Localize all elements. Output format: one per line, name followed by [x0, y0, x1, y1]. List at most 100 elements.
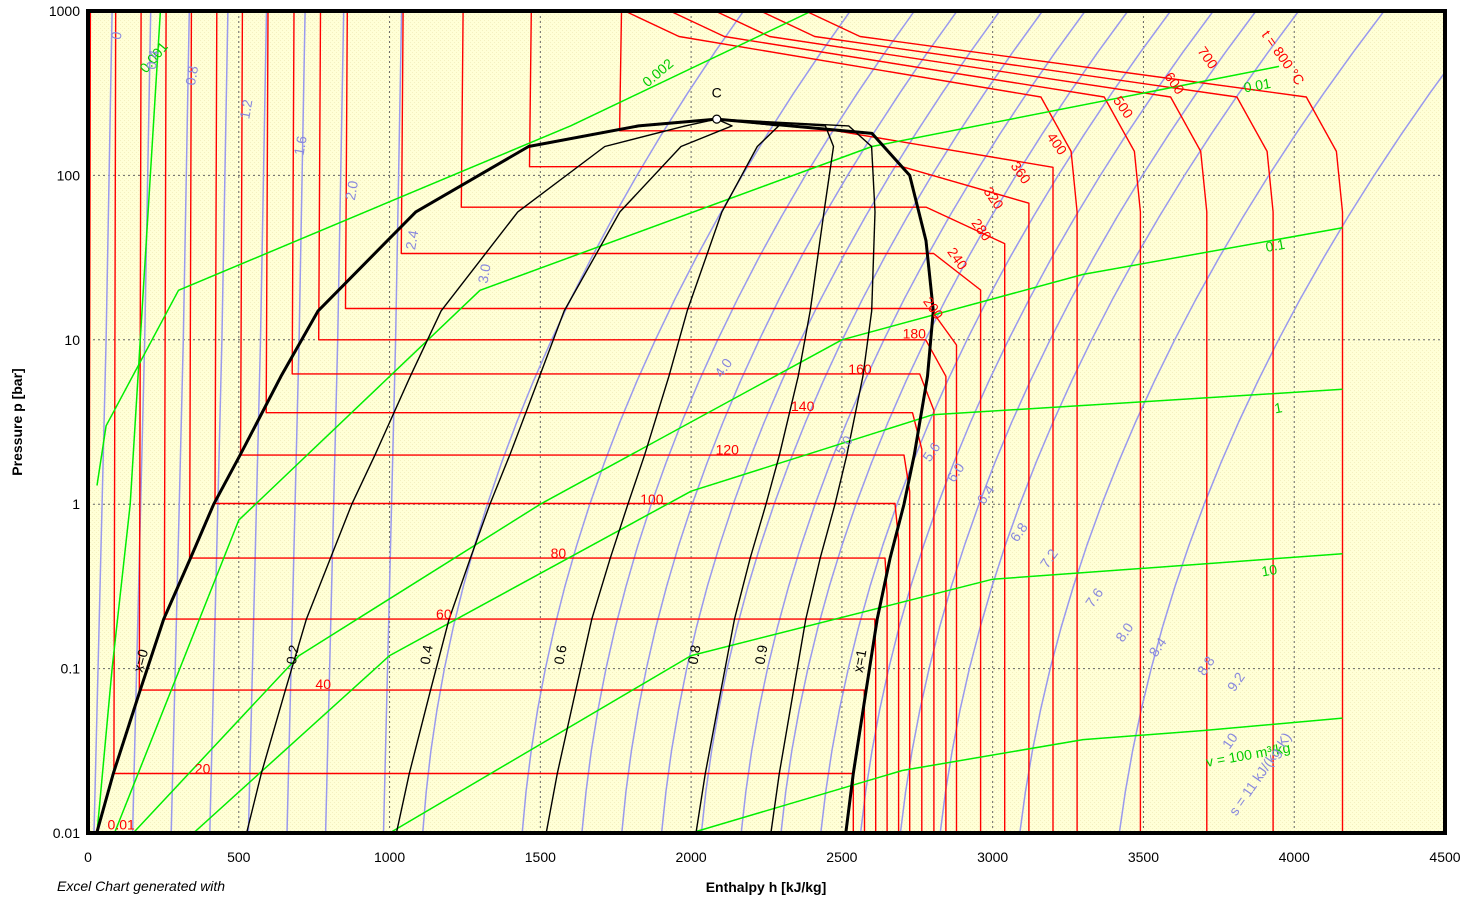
- x-tick-label: 2000: [676, 849, 707, 865]
- isochore-label: 1: [1273, 399, 1284, 416]
- isentrope-line: [93, 11, 113, 833]
- y-axis-ticks: 0.01 0.1 1 10 100 1000: [49, 3, 80, 841]
- quality-label: 0.6: [551, 644, 570, 666]
- x-tick-label: 500: [227, 849, 251, 865]
- isentrope-label: 1.2: [236, 98, 255, 120]
- isotherm-label: 140: [791, 398, 815, 414]
- isentrope-line: [131, 11, 152, 833]
- isentrope-line: [780, 11, 1129, 833]
- isentrope-line: [740, 11, 1086, 833]
- isotherm-line: [239, 11, 911, 833]
- isotherm-line: [714, 11, 1208, 833]
- isochore-label: 0.1: [1264, 236, 1286, 255]
- isochore-line: [389, 552, 1343, 833]
- isochore-line: [690, 717, 1343, 833]
- isotherm-label: 20: [195, 761, 211, 777]
- x-tick-label: 4500: [1429, 849, 1460, 865]
- isotherm-line: [669, 11, 1142, 833]
- isotherm-label: 80: [551, 545, 567, 561]
- isotherm-line: [214, 11, 900, 833]
- saturated-liquid-line: [95, 117, 717, 833]
- isotherm-label: 100: [640, 491, 664, 507]
- isotherm-label: 180: [903, 325, 927, 341]
- y-axis-title: Pressure p [bar]: [9, 368, 25, 475]
- isentrope-line: [1118, 71, 1445, 833]
- y-tick-label: 100: [57, 167, 81, 183]
- y-tick-label: 0.1: [61, 661, 81, 677]
- isochore-line: [113, 65, 1280, 833]
- quality-line: [245, 118, 717, 833]
- isotherm-label: 120: [716, 442, 740, 458]
- footnote: Excel Chart generated with: [57, 878, 225, 894]
- isentrope-line: [660, 11, 1001, 833]
- isotherm-line: [188, 11, 888, 833]
- isentrope-line: [521, 11, 851, 833]
- isentrope-label: 0.8: [182, 64, 201, 86]
- isentrope-line: [899, 11, 1257, 833]
- critical-point-label: C: [712, 85, 722, 101]
- isotherm-line: [344, 11, 958, 833]
- isentrope-line: [247, 11, 268, 833]
- y-tick-label: 1: [72, 496, 80, 512]
- quality-label: 0.2: [283, 644, 302, 666]
- isentrope-label: 1.6: [291, 134, 310, 156]
- isentrope-line: [209, 11, 229, 833]
- x-axis-title: Enthalpy h [kJ/kg]: [706, 879, 827, 895]
- critical-point-marker: [712, 114, 722, 124]
- x-axis-ticks: 0 500 1000 1500 2000 2500 3000 3500 4000 4500: [84, 849, 1461, 865]
- y-tick-label: 0.01: [53, 825, 80, 841]
- x-tick-label: 0: [84, 849, 92, 865]
- isentrope-line: [820, 11, 1172, 833]
- x1-label: x=1: [850, 648, 870, 674]
- x-tick-label: 4000: [1279, 849, 1310, 865]
- isentrope-line: [581, 11, 916, 833]
- isochore-label: 0.01: [1242, 75, 1272, 96]
- isotherm-line: [624, 11, 1078, 833]
- isentrope-line: [621, 11, 958, 833]
- isentrope-label: 3.0: [475, 262, 494, 284]
- isochore-label: 10: [1260, 561, 1278, 579]
- quality-label: 0.8: [684, 644, 703, 666]
- isentrope-line: [170, 11, 191, 833]
- plot-frame: [86, 9, 1447, 835]
- quality-line: [545, 118, 780, 833]
- x-tick-label: 3500: [1128, 849, 1159, 865]
- isotherm-line: [291, 11, 935, 833]
- isotherm-label: 0.01: [108, 817, 135, 833]
- saturated-vapor-line: [716, 117, 935, 833]
- isochore-line: [96, 11, 162, 833]
- isotherm-line: [265, 11, 923, 833]
- isentrope-label: 2.0: [342, 179, 361, 201]
- isotherm-line: [805, 11, 1344, 833]
- y-tick-label: 1000: [49, 3, 80, 19]
- isochore-line: [96, 11, 813, 486]
- quality-label: 0.9: [751, 644, 770, 666]
- x-tick-label: 1500: [525, 849, 556, 865]
- isotherm-line: [760, 11, 1274, 833]
- isentrope-line: [700, 11, 1044, 833]
- isentrope-label: 0: [108, 30, 125, 41]
- quality-line: [716, 118, 876, 833]
- isochore-line: [192, 388, 1343, 833]
- isochore-line: [132, 227, 1343, 833]
- isentrope-line: [421, 11, 745, 833]
- isentrope-label: 0.4: [143, 48, 162, 70]
- isotherm-label: 40: [315, 676, 331, 692]
- quality-line: [395, 118, 733, 833]
- isotherm-line: [460, 11, 1006, 833]
- curve-layer: [88, 11, 1445, 833]
- isotherm-label: 160: [848, 361, 872, 377]
- isotherm-label: 60: [436, 606, 452, 622]
- isotherm-line: [318, 11, 947, 833]
- x0-label: x=0: [130, 647, 151, 674]
- quality-label: 0.4: [417, 644, 436, 666]
- plot-background: [88, 11, 1445, 833]
- quality-line: [695, 118, 835, 833]
- isotherm-line: [138, 11, 866, 833]
- x-tick-label: 3000: [977, 849, 1008, 865]
- y-tick-label: 10: [64, 332, 80, 348]
- x-tick-label: 1000: [374, 849, 405, 865]
- x-tick-label: 2500: [826, 849, 857, 865]
- isentrope-line: [1019, 11, 1385, 833]
